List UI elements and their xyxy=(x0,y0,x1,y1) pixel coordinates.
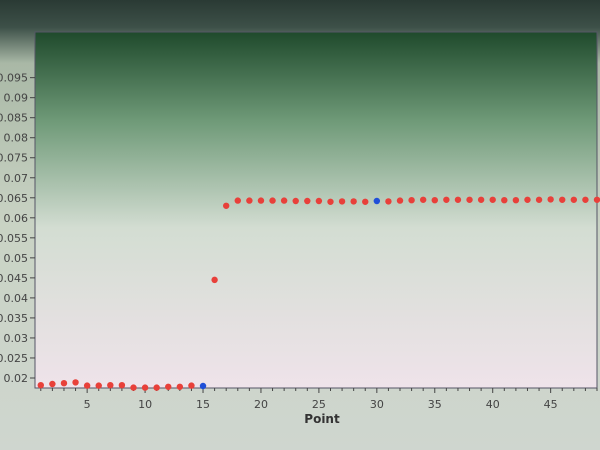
data-point xyxy=(130,384,137,391)
y-tick-label: 0.065 xyxy=(0,192,28,205)
x-tick-label: 5 xyxy=(84,398,91,411)
data-point xyxy=(49,380,56,388)
data-point xyxy=(269,197,276,204)
y-tick-label: 0.03 xyxy=(4,332,29,345)
data-point xyxy=(153,384,160,391)
y-tick-label: 0.025 xyxy=(0,352,28,365)
y-tick-label: 0.06 xyxy=(4,212,29,225)
y-tick-label: 0.05 xyxy=(4,252,29,265)
x-tick-label: 15 xyxy=(196,398,210,411)
y-tick-label: 0.075 xyxy=(0,152,28,165)
data-point xyxy=(524,196,531,203)
data-point xyxy=(37,381,44,389)
data-point xyxy=(60,379,68,387)
data-point xyxy=(257,197,265,204)
data-point xyxy=(246,197,253,204)
data-point xyxy=(547,196,554,203)
data-point xyxy=(211,276,218,284)
y-tick-label: 0.09 xyxy=(4,92,29,105)
data-point xyxy=(338,198,346,205)
data-point xyxy=(408,196,415,204)
data-point xyxy=(280,197,288,204)
y-tick-label: 0.08 xyxy=(4,132,29,145)
data-point xyxy=(350,198,357,205)
data-point xyxy=(83,382,91,389)
y-tick-label: 0.095 xyxy=(0,72,28,85)
data-point xyxy=(107,381,114,389)
x-tick-label: 10 xyxy=(138,398,152,411)
data-point xyxy=(385,198,392,205)
data-point xyxy=(362,198,369,205)
x-tick-label: 30 xyxy=(370,398,384,411)
data-point xyxy=(477,196,485,203)
plot-area xyxy=(34,31,598,389)
data-point xyxy=(315,197,323,205)
data-point xyxy=(292,197,299,205)
x-tick-label: 40 xyxy=(486,398,500,411)
data-point xyxy=(72,379,79,386)
data-point xyxy=(443,196,450,203)
y-tick-label: 0.07 xyxy=(4,172,29,185)
data-point xyxy=(396,197,404,204)
data-point xyxy=(222,202,230,209)
y-tick-label: 0.04 xyxy=(4,292,29,305)
data-point xyxy=(141,384,149,391)
data-point xyxy=(454,196,462,203)
data-point xyxy=(501,196,508,204)
data-point xyxy=(593,196,600,203)
data-point xyxy=(535,196,543,203)
data-point xyxy=(582,196,589,203)
data-point xyxy=(570,196,578,203)
y-tick-label: 0.035 xyxy=(0,312,28,325)
x-tick-label: 35 xyxy=(428,398,442,411)
data-point xyxy=(118,381,126,389)
data-point xyxy=(95,382,102,389)
highlighted-data-point xyxy=(373,197,381,205)
data-point xyxy=(466,196,473,203)
x-tick-label: 20 xyxy=(254,398,268,411)
x-axis-label: Point xyxy=(304,412,340,426)
x-tick-label: 45 xyxy=(544,398,558,411)
data-point xyxy=(304,197,311,205)
data-point xyxy=(419,196,427,203)
data-point xyxy=(165,383,172,390)
x-tick-label: 25 xyxy=(312,398,326,411)
data-point xyxy=(327,198,334,205)
highlighted-data-point xyxy=(199,382,207,390)
data-point xyxy=(188,382,195,389)
y-tick-label: 0.055 xyxy=(0,232,28,245)
data-point xyxy=(431,196,438,204)
data-point xyxy=(176,383,184,390)
data-point xyxy=(512,196,520,204)
y-tick-label: 0.02 xyxy=(4,372,29,385)
data-point xyxy=(234,197,241,204)
data-point xyxy=(489,196,496,203)
y-tick-label: 0.085 xyxy=(0,112,28,125)
data-point xyxy=(559,196,566,203)
y-tick-label: 0.045 xyxy=(0,272,28,285)
